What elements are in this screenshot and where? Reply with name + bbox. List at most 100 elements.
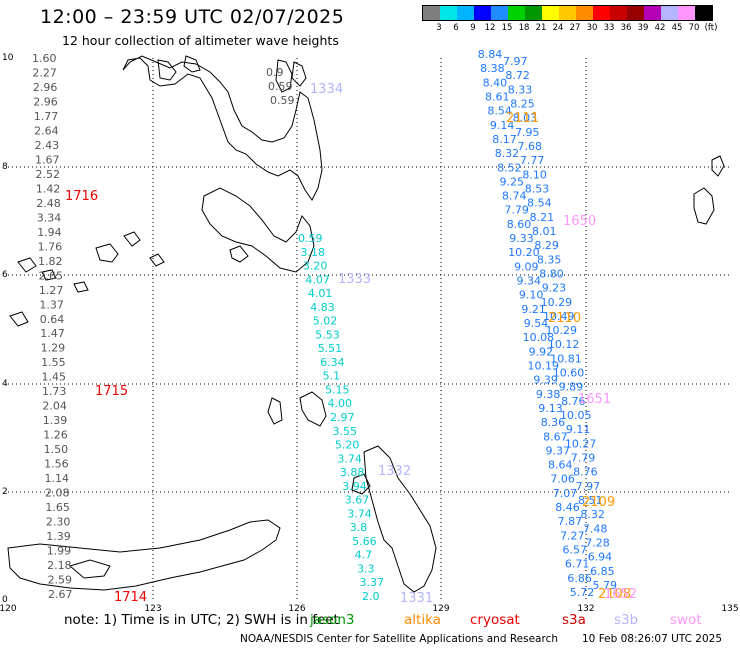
satellite-name: s3a	[562, 612, 586, 628]
legend-swatch	[678, 6, 695, 20]
wave-height-value: 1.99	[47, 545, 71, 558]
wave-height-value: 1.39	[43, 414, 67, 427]
wave-height-value: 1.56	[44, 458, 69, 471]
satellite-name: altika	[404, 612, 441, 628]
wave-height-value: 5.51	[318, 342, 343, 355]
wave-height-value: 5.20	[335, 439, 360, 452]
wave-height-value: 2.30	[46, 516, 71, 529]
wave-height-value: 5.79	[593, 579, 618, 592]
y-tick-label: 2	[2, 487, 8, 497]
wave-height-value: 4.83	[310, 301, 335, 314]
wave-height-value: 1.77	[34, 110, 59, 123]
legend-label: 12	[484, 23, 496, 33]
wave-height-value: 8.33	[508, 83, 533, 96]
wave-height-value: 7.97	[503, 55, 528, 68]
wave-height-value: 7.68	[517, 140, 542, 153]
wave-height-value: 0.59	[268, 80, 293, 93]
wave-height-value: 1.27	[39, 284, 64, 297]
wave-height-value: 1.65	[45, 501, 70, 514]
wave-height-value: 8.36	[541, 416, 566, 429]
wave-height-value: 4.07	[305, 273, 330, 286]
wave-height-value: 9.39	[533, 374, 558, 387]
wave-height-value: 8.61	[485, 90, 510, 103]
wave-height-value: 2.67	[48, 588, 73, 601]
wave-height-value: 8.17	[492, 133, 517, 146]
wave-height-value: 7.28	[585, 536, 610, 549]
wave-height-value: 8.25	[510, 98, 535, 111]
wave-height-value: 10.27	[565, 437, 597, 450]
wave-height-value: 8.35	[537, 253, 562, 266]
wave-height-value: 8.80	[539, 267, 564, 280]
wave-height-value: 9.11	[566, 423, 591, 436]
wave-height-value: 1.14	[45, 472, 70, 485]
wave-height-value: 1.29	[41, 342, 66, 355]
wave-height-value: 5.53	[315, 328, 340, 341]
legend-label: 15	[501, 23, 513, 33]
wave-height-value: 4.7	[355, 549, 373, 562]
wave-height-value: 1.26	[43, 429, 67, 442]
pass-label: 1650	[563, 214, 596, 229]
wave-height-value: 8.10	[522, 168, 547, 181]
wave-height-value: 2.08	[45, 487, 70, 500]
wave-height-value: 2.18	[47, 559, 71, 572]
wave-height-value: 8.32	[580, 508, 605, 521]
wave-height-value: 8.51	[578, 494, 603, 507]
wave-height-value: 3.88	[340, 466, 365, 479]
wave-height-value: 2.0	[362, 590, 380, 603]
x-tick-label: 129	[432, 604, 449, 614]
wave-height-value: 3.18	[300, 246, 325, 259]
wave-height-value: 9.37	[546, 444, 571, 457]
wave-height-value: 8.54	[487, 105, 512, 118]
legend-swatch	[695, 6, 712, 20]
footnote: note: 1) Time is in UTC; 2) SWH is in fe…	[64, 612, 339, 628]
wave-height-value: 1.76	[38, 240, 63, 253]
pass-label: 2108	[598, 587, 631, 602]
wave-height-value: 9.09	[514, 260, 539, 273]
wave-height-value: 8.32	[495, 147, 520, 160]
wave-height-value: 1.82	[38, 255, 63, 268]
wave-height-value: 10.12	[548, 338, 580, 351]
wave-height-value: 2.52	[35, 168, 60, 181]
wave-height-value: 9.13	[538, 402, 563, 415]
wave-height-value: 8.38	[480, 62, 505, 75]
wave-height-value: 9.38	[536, 388, 561, 401]
pass-label: 1652	[604, 587, 637, 602]
legend-swatch	[559, 6, 576, 20]
legend-label: 30	[586, 23, 598, 33]
satellite-name: s3b	[614, 612, 639, 628]
legend-label: 21	[535, 23, 547, 33]
wave-height-value: 8.21	[530, 211, 555, 224]
wave-height-value: 7.06	[550, 473, 575, 486]
wave-height-value: 10.19	[528, 359, 560, 372]
wave-height-value: 1.60	[32, 52, 57, 65]
legend-label: 45	[671, 23, 683, 33]
legend-label: 24	[552, 23, 564, 33]
wave-height-value: 6.57	[562, 544, 587, 557]
wave-height-value: 2.43	[35, 139, 60, 152]
wave-height-value: 7.97	[576, 480, 601, 493]
legend-label: 3	[436, 23, 442, 33]
wave-height-value: 2.65	[38, 269, 63, 282]
legend-swatch	[610, 6, 627, 20]
pass-label: 1334	[310, 82, 343, 97]
legend-label: (ft)	[704, 23, 718, 33]
legend-swatch	[423, 6, 440, 20]
pass-label: 1651	[578, 392, 611, 407]
wave-height-value: 1.37	[39, 298, 64, 311]
wave-height-value: 1.47	[40, 327, 65, 340]
satellite-tracks: 1.602.27 2.962.96 1.772.64 2.431.67 2.521.42…	[32, 48, 617, 603]
legend-label: 9	[470, 23, 476, 33]
legend-swatch	[542, 6, 559, 20]
satellite-name: jason3	[310, 612, 355, 628]
wave-height-value: 6.94	[588, 551, 613, 564]
wave-height-value: 9.34	[516, 275, 541, 288]
coastline	[7, 55, 725, 593]
satellite-name: cryosat	[470, 612, 520, 628]
legend-swatch	[440, 6, 457, 20]
wave-height-value: 6.71	[565, 558, 590, 571]
wave-height-value: 0.9	[266, 66, 284, 79]
wave-height-value: 2.27	[32, 66, 57, 79]
wave-height-value: 10.60	[553, 367, 585, 380]
pass-label: 2111	[506, 111, 539, 126]
wave-height-value: 9.25	[500, 175, 525, 188]
